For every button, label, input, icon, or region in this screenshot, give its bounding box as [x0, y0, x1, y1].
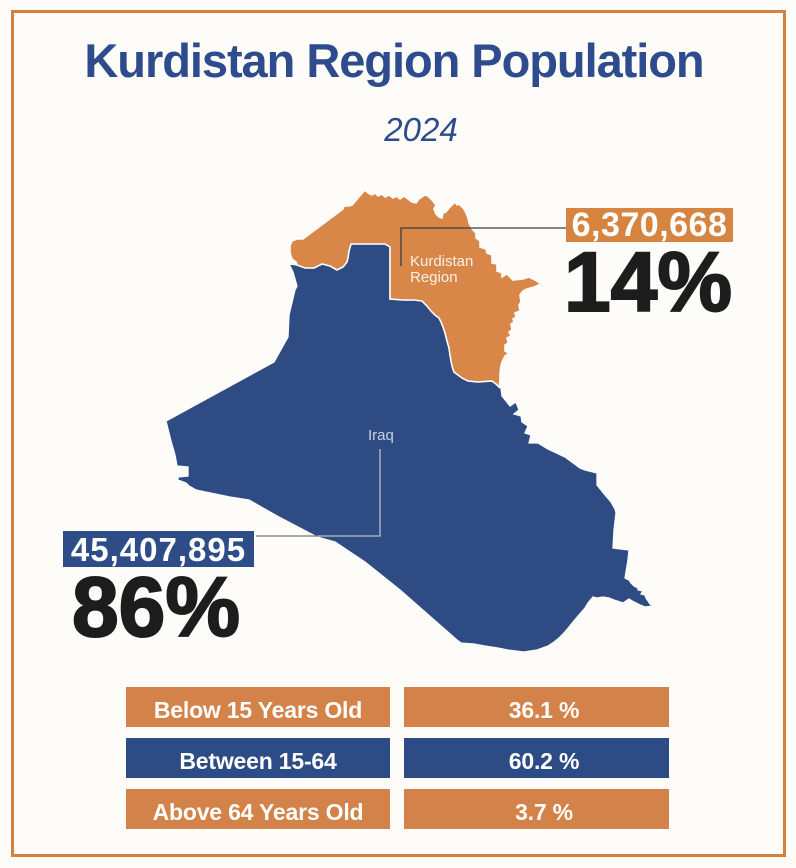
svg-text:Iraq: Iraq — [368, 427, 394, 444]
svg-text:Kurdistan: Kurdistan — [410, 253, 473, 270]
svg-text:Region: Region — [410, 269, 458, 286]
